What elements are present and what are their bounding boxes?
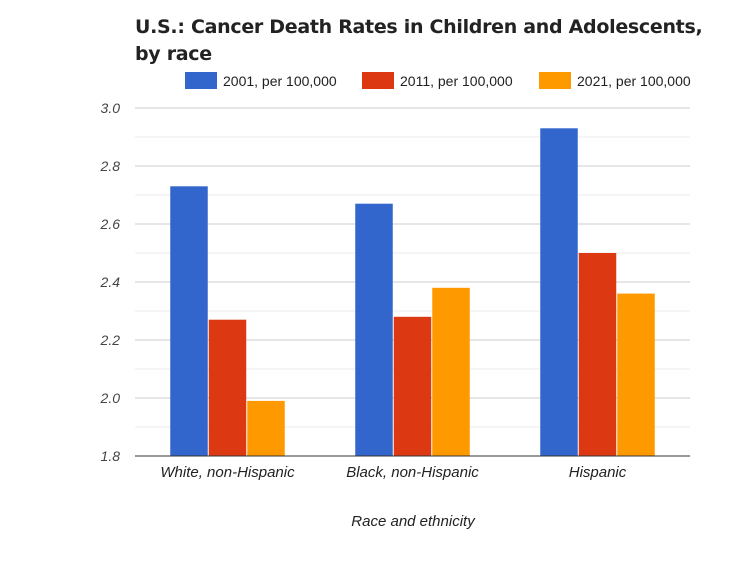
bar-1 — [355, 203, 393, 456]
legend-swatch — [185, 72, 217, 89]
y-tick-label: 2.2 — [100, 332, 121, 348]
legend-swatch — [362, 72, 394, 89]
bar-2 — [578, 253, 617, 456]
y-tick-label: 3.0 — [101, 100, 121, 116]
bar-3 — [247, 400, 285, 456]
bar-1 — [170, 186, 208, 457]
x-tick-label: Black, non-Hispanic — [346, 464, 479, 481]
legend-swatch — [539, 72, 571, 89]
y-tick-label: 2.6 — [100, 216, 121, 232]
y-tick-label: 1.8 — [101, 448, 121, 464]
y-tick-label: 2.8 — [100, 158, 121, 174]
bar-3 — [617, 293, 655, 456]
legend-label: 2011, per 100,000 — [400, 73, 513, 89]
bar-1 — [540, 128, 578, 457]
y-tick-label: 2.0 — [100, 390, 121, 406]
chart-title: U.S.: Cancer Death Rates in Children and… — [135, 16, 703, 65]
x-axis-label: Race and ethnicity — [351, 513, 476, 530]
legend-label: 2021, per 100,000 — [577, 73, 691, 89]
bar-2 — [393, 316, 432, 456]
x-tick-label: Hispanic — [569, 464, 627, 481]
x-tick-label: White, non-Hispanic — [160, 464, 295, 481]
y-tick-label: 2.4 — [100, 274, 121, 290]
legend-label: 2001, per 100,000 — [223, 73, 337, 89]
bar-2 — [208, 319, 247, 456]
bar-3 — [432, 287, 470, 456]
